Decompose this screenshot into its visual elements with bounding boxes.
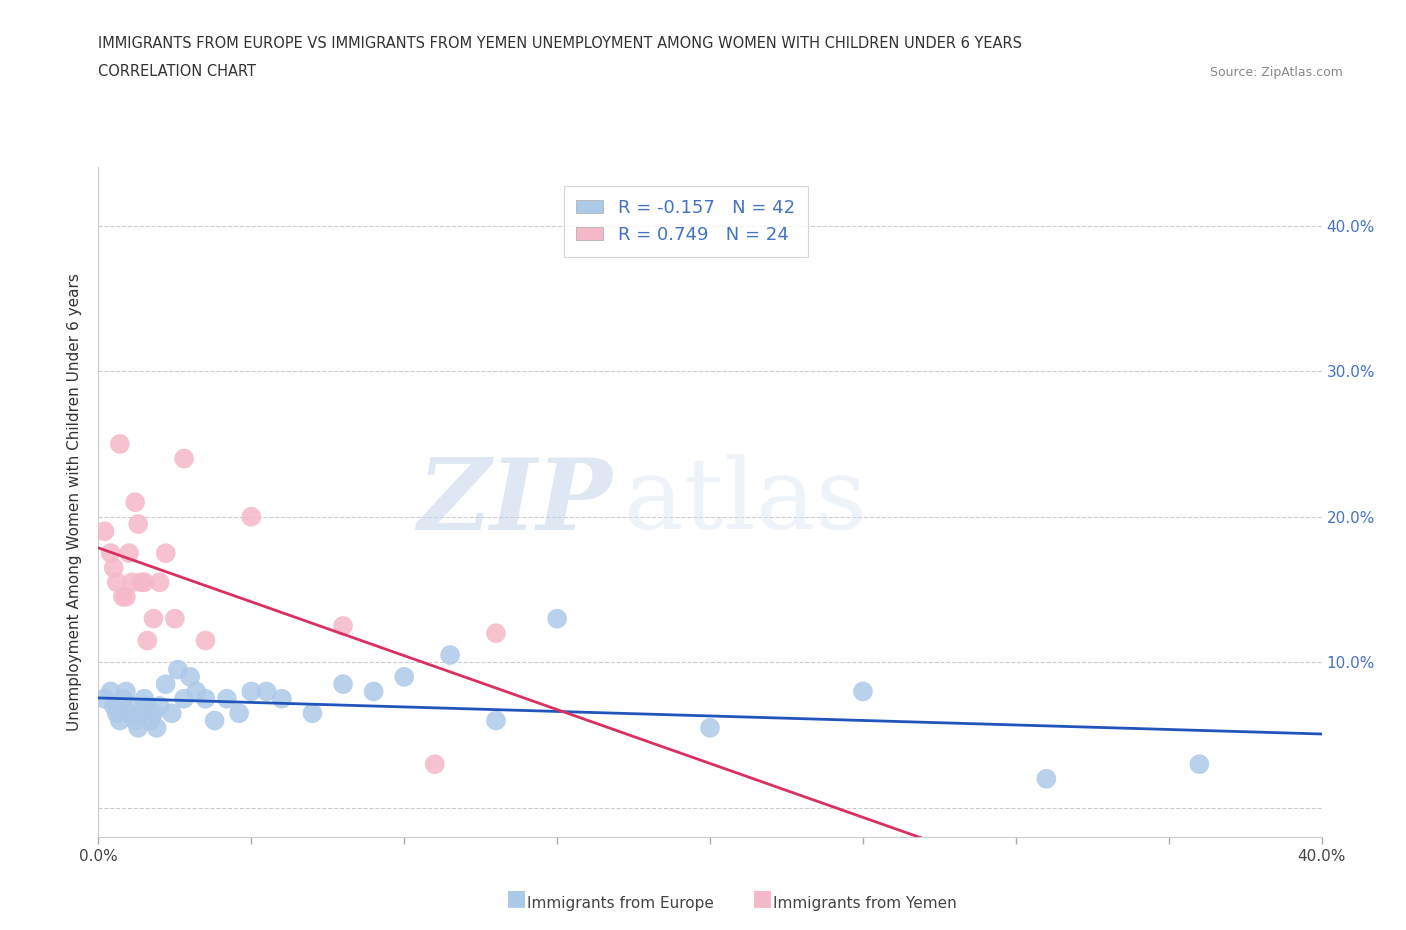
Point [240, 684, 263, 698]
Point [145, 721, 167, 736]
Point [546, 611, 568, 626]
Text: ZIP: ZIP [418, 454, 612, 551]
Point [124, 495, 146, 510]
Point [100, 546, 122, 561]
Point [136, 633, 159, 648]
Point [1035, 771, 1057, 786]
Point [115, 590, 138, 604]
Point [215, 691, 238, 706]
Point [129, 575, 152, 590]
Point [105, 706, 128, 721]
Text: Immigrants from Yemen: Immigrants from Yemen [773, 897, 957, 911]
Point [103, 560, 125, 575]
Point [93, 524, 115, 538]
Point [392, 670, 416, 684]
Point [100, 684, 122, 698]
Text: Source: ZipAtlas.com: Source: ZipAtlas.com [1209, 66, 1343, 79]
Point [127, 516, 149, 531]
Point [194, 691, 217, 706]
Point [105, 575, 128, 590]
Point [204, 713, 226, 728]
Point [163, 611, 186, 626]
Point [134, 691, 156, 706]
Point [155, 677, 177, 692]
Point [142, 611, 165, 626]
Point [124, 713, 146, 728]
Point [699, 721, 721, 736]
Point [485, 626, 508, 641]
Point [139, 713, 162, 728]
Point [155, 546, 177, 561]
Point [129, 706, 152, 721]
Text: atlas: atlas [624, 454, 868, 551]
Point [149, 575, 172, 590]
Point [108, 436, 131, 451]
Point [103, 698, 125, 713]
Point [439, 647, 461, 662]
Point [270, 691, 292, 706]
Legend: R = -0.157   N = 42, R = 0.749   N = 24: R = -0.157 N = 42, R = 0.749 N = 24 [564, 187, 807, 257]
Point [423, 757, 446, 772]
Point [115, 684, 138, 698]
Point [173, 451, 195, 466]
Point [121, 575, 143, 590]
Point [852, 684, 875, 698]
Point [111, 590, 134, 604]
Point [363, 684, 385, 698]
Point [127, 721, 149, 736]
Point [134, 575, 156, 590]
Point [240, 510, 263, 525]
Point [485, 713, 508, 728]
Point [142, 706, 165, 721]
Point [256, 684, 278, 698]
Point [118, 706, 141, 721]
Point [93, 691, 115, 706]
Point [160, 706, 183, 721]
Point [173, 691, 195, 706]
Text: CORRELATION CHART: CORRELATION CHART [98, 64, 256, 79]
Point [301, 706, 323, 721]
Text: Immigrants from Europe: Immigrants from Europe [527, 897, 714, 911]
Text: IMMIGRANTS FROM EUROPE VS IMMIGRANTS FROM YEMEN UNEMPLOYMENT AMONG WOMEN WITH CH: IMMIGRANTS FROM EUROPE VS IMMIGRANTS FRO… [98, 36, 1022, 51]
Point [121, 698, 143, 713]
Point [179, 670, 201, 684]
Point [149, 698, 172, 713]
Point [167, 662, 190, 677]
Point [1188, 757, 1211, 772]
Point [332, 618, 354, 633]
Text: ■: ■ [506, 888, 527, 908]
Text: ■: ■ [752, 888, 773, 908]
Point [136, 698, 159, 713]
Point [194, 633, 217, 648]
Point [332, 677, 354, 692]
Point [186, 684, 208, 698]
Point [111, 691, 134, 706]
Point [228, 706, 250, 721]
Point [118, 546, 141, 561]
Y-axis label: Unemployment Among Women with Children Under 6 years: Unemployment Among Women with Children U… [67, 273, 83, 731]
Point [108, 713, 131, 728]
